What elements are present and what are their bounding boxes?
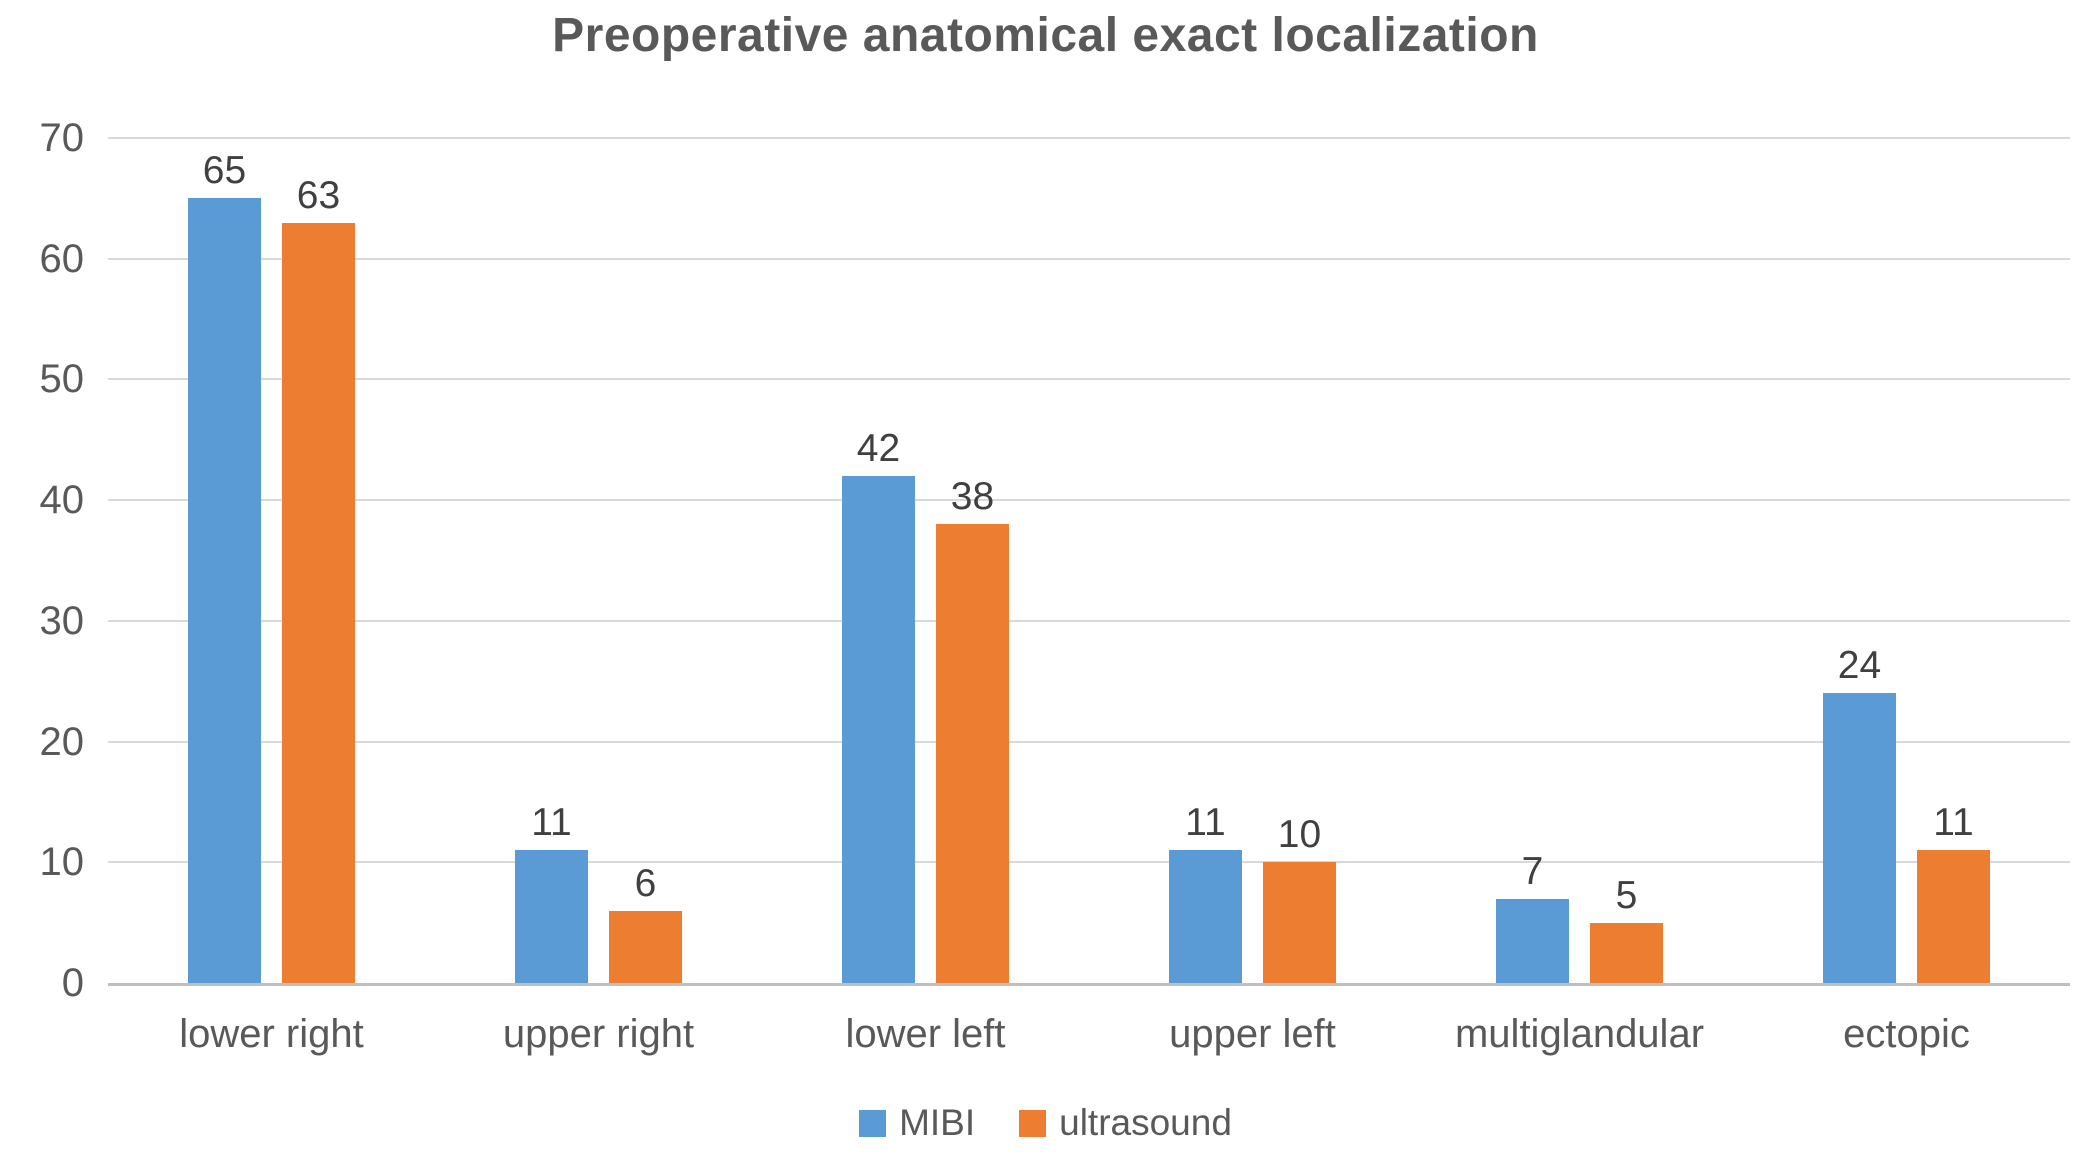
bar-ultrasound-upper-left: 10 <box>1263 815 1336 983</box>
y-tick-label-10: 10 <box>39 840 85 885</box>
chart-title: Preoperative anatomical exact localizati… <box>552 9 1539 62</box>
value-label-mibi-lower-left: 42 <box>856 427 901 470</box>
category-label-lower-right: lower right <box>179 1012 364 1056</box>
y-tick-label-60: 60 <box>39 236 85 281</box>
category-label-lower-left: lower left <box>845 1012 1006 1056</box>
legend-item-mibi: MIBI <box>859 1102 975 1144</box>
y-tick-label-50: 50 <box>39 357 85 402</box>
legend: MIBI ultrasound <box>0 1102 2091 1144</box>
bar-mibi-upper-left: 11 <box>1169 803 1242 983</box>
bar-mibi-upper-right: 11 <box>515 803 588 983</box>
value-label-ultrasound-lower-left: 38 <box>950 475 995 519</box>
value-label-ultrasound-upper-right: 6 <box>634 861 657 905</box>
y-tick-label-0: 0 <box>61 961 84 1005</box>
plot-area: 65 63 11 6 42 38 11 10 7 5 24 11 <box>108 137 2070 986</box>
y-tick-label-40: 40 <box>39 478 85 523</box>
value-label-ultrasound-ectopic: 11 <box>1933 801 1974 845</box>
value-label-mibi-upper-left: 11 <box>1185 801 1226 845</box>
x-axis: lower right upper right lower left upper le… <box>108 1012 2070 1056</box>
gridline-50 <box>108 378 2070 381</box>
gridline-60 <box>108 257 2070 260</box>
bar-ultrasound-lower-left: 38 <box>936 477 1009 983</box>
bar-ultrasound-multiglandular: 5 <box>1590 876 1663 983</box>
gridline-10 <box>108 861 2070 864</box>
value-label-mibi-lower-right: 65 <box>202 149 247 193</box>
gridline-70 <box>108 137 2070 139</box>
bar-ultrasound-lower-right: 63 <box>282 176 355 983</box>
value-label-mibi-upper-right: 11 <box>531 801 572 845</box>
category-label-upper-right: upper right <box>502 1012 695 1056</box>
y-tick-label-20: 20 <box>39 719 85 764</box>
bar-groups: 65 63 11 6 42 38 11 10 7 5 24 11 <box>108 138 2070 983</box>
value-label-ultrasound-upper-left: 10 <box>1277 813 1322 857</box>
bar-group-lower-right: 65 63 <box>108 138 435 983</box>
legend-label-mibi: MIBI <box>899 1102 976 1143</box>
gridline-30 <box>108 619 2070 622</box>
bar-mibi-ectopic: 24 <box>1823 646 1896 983</box>
bar-group-ectopic: 24 11 <box>1743 138 2070 983</box>
bar-ultrasound-upper-right: 6 <box>609 864 682 983</box>
category-label-ectopic: ectopic <box>1843 1012 1970 1056</box>
legend-swatch-ultrasound <box>1019 1109 1047 1137</box>
bar-group-upper-left: 11 10 <box>1089 138 1416 983</box>
bar-group-lower-left: 42 38 <box>762 138 1089 983</box>
value-label-mibi-multiglandular: 7 <box>1521 849 1544 893</box>
bar-ultrasound-ectopic: 11 <box>1917 803 1990 983</box>
category-label-multiglandular: multiglandular <box>1454 1012 1705 1056</box>
gridline-40 <box>108 499 2070 502</box>
legend-item-ultrasound: ultrasound <box>1019 1102 1232 1144</box>
bar-mibi-lower-left: 42 <box>842 429 915 983</box>
bar-group-upper-right: 11 6 <box>435 138 762 983</box>
gridline-20 <box>108 740 2070 743</box>
bar-mibi-multiglandular: 7 <box>1496 852 1569 983</box>
y-tick-label-70: 70 <box>39 116 85 160</box>
value-label-ultrasound-lower-right: 63 <box>296 173 341 217</box>
y-axis: 0 10 20 30 40 50 60 70 <box>0 118 92 1003</box>
legend-swatch-mibi <box>859 1109 887 1137</box>
bar-mibi-lower-right: 65 <box>188 151 261 983</box>
legend-label-ultrasound: ultrasound <box>1059 1102 1232 1143</box>
y-tick-label-30: 30 <box>39 598 85 643</box>
value-label-mibi-ectopic: 24 <box>1837 644 1882 688</box>
value-label-ultrasound-multiglandular: 5 <box>1615 873 1638 917</box>
category-label-upper-left: upper left <box>1169 1012 1336 1056</box>
